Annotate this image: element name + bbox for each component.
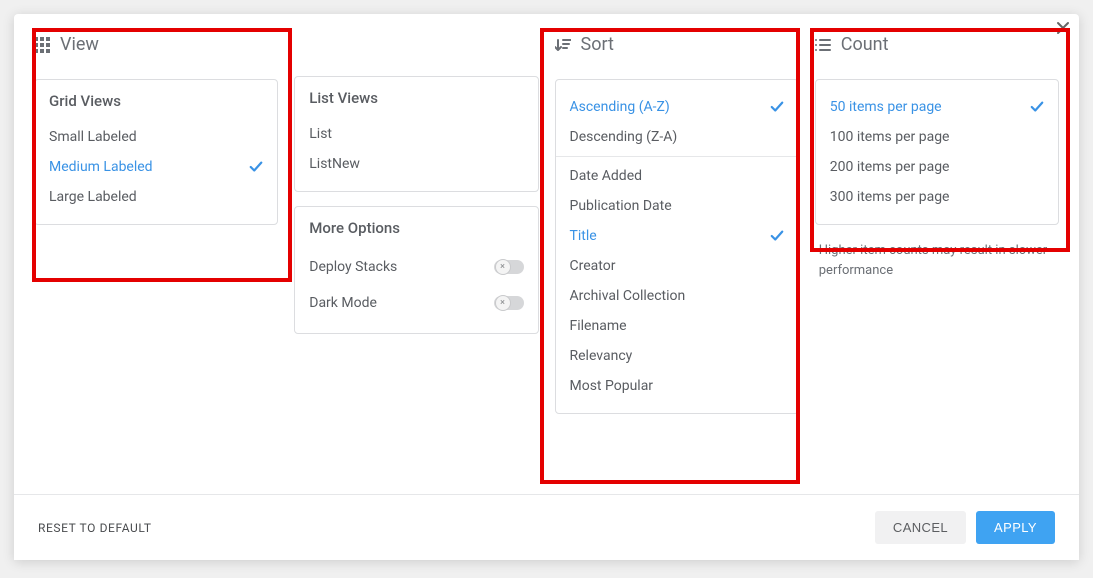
count-option[interactable]: 50 items per page — [830, 92, 1044, 122]
sort-field-option[interactable]: Title — [570, 221, 784, 251]
count-option[interactable]: 300 items per page — [830, 182, 1044, 212]
sort-field-label: Archival Collection — [570, 288, 686, 304]
toggle-label: Deploy Stacks — [309, 259, 397, 275]
cancel-button[interactable]: CANCEL — [875, 511, 966, 544]
sort-field-label: Creator — [570, 258, 616, 274]
more-options-panel: More Options Deploy Stacks Dark Mode — [294, 206, 538, 334]
modal-footer: RESET TO DEFAULT CANCEL APPLY — [14, 494, 1079, 560]
sort-field-option[interactable]: Archival Collection — [570, 281, 784, 311]
check-icon — [249, 160, 263, 174]
toggle-switch[interactable] — [494, 296, 524, 310]
list-views-heading: List Views — [309, 89, 523, 107]
sort-field-option[interactable]: Date Added — [570, 161, 784, 191]
close-icon[interactable] — [1055, 20, 1071, 36]
list-view-option[interactable]: List — [309, 119, 523, 149]
list-view-label: List — [309, 126, 332, 142]
count-title: Count — [841, 34, 889, 55]
list-view-label: ListNew — [309, 156, 360, 172]
count-option[interactable]: 200 items per page — [830, 152, 1044, 182]
sort-field-option[interactable]: Publication Date — [570, 191, 784, 221]
sort-field-option[interactable]: Most Popular — [570, 371, 784, 401]
list-view-option[interactable]: ListNew — [309, 149, 523, 179]
sort-field-option[interactable]: Filename — [570, 311, 784, 341]
count-panel: 50 items per page 100 items per page 200 i… — [815, 79, 1059, 225]
grid-views-panel: Grid Views Small Labeled Medium Labeled La… — [34, 79, 278, 225]
count-column: Count 50 items per page 100 items per pag… — [815, 34, 1059, 428]
sort-direction-label: Descending (Z-A) — [570, 129, 678, 145]
sort-panel: Ascending (A-Z) Descending (Z-A) Date Add… — [555, 79, 799, 414]
count-header: Count — [815, 34, 1059, 55]
count-option[interactable]: 100 items per page — [830, 122, 1044, 152]
sort-direction-label: Ascending (A-Z) — [570, 99, 670, 115]
count-label: 50 items per page — [830, 99, 942, 115]
grid-view-label: Small Labeled — [49, 129, 137, 145]
count-hint: Higher item counts may result in slower … — [815, 239, 1059, 282]
view-column-left: View Grid Views Small Labeled Medium Labe… — [34, 34, 278, 428]
sort-icon — [555, 37, 571, 53]
grid-view-option[interactable]: Small Labeled — [49, 122, 263, 152]
count-label: 300 items per page — [830, 189, 950, 205]
reset-button[interactable]: RESET TO DEFAULT — [38, 521, 152, 535]
count-label: 100 items per page — [830, 129, 950, 145]
list-views-panel: List Views List ListNew — [294, 76, 538, 192]
more-options-heading: More Options — [309, 219, 523, 237]
sort-field-label: Filename — [570, 318, 627, 334]
grid-view-label: Large Labeled — [49, 189, 137, 205]
sort-direction-option[interactable]: Descending (Z-A) — [570, 122, 784, 152]
sort-field-label: Relevancy — [570, 348, 633, 364]
list-icon — [815, 37, 831, 53]
toggle-label: Dark Mode — [309, 295, 377, 311]
sort-field-label: Title — [570, 228, 597, 244]
view-title: View — [60, 34, 99, 55]
toggle-row: Deploy Stacks — [309, 249, 523, 285]
sort-field-label: Date Added — [570, 168, 643, 184]
grid-icon — [34, 37, 50, 53]
sort-field-label: Most Popular — [570, 378, 654, 394]
sort-direction-option[interactable]: Ascending (A-Z) — [570, 92, 784, 122]
grid-view-label: Medium Labeled — [49, 159, 153, 175]
sort-field-option[interactable]: Creator — [570, 251, 784, 281]
grid-view-option[interactable]: Medium Labeled — [49, 152, 263, 182]
toggle-switch[interactable] — [494, 260, 524, 274]
sort-column: Sort Ascending (A-Z) Descending (Z-A) Dat… — [555, 34, 799, 428]
check-icon — [1030, 100, 1044, 114]
apply-button[interactable]: APPLY — [976, 511, 1055, 544]
view-column-right: List Views List ListNew More Options Depl… — [294, 34, 538, 428]
grid-views-heading: Grid Views — [49, 92, 263, 110]
sort-title: Sort — [581, 34, 614, 55]
check-icon — [770, 229, 784, 243]
toggle-row: Dark Mode — [309, 285, 523, 321]
sort-field-label: Publication Date — [570, 198, 672, 214]
count-label: 200 items per page — [830, 159, 950, 175]
sort-header: Sort — [555, 34, 799, 55]
view-header: View — [34, 34, 278, 55]
sort-field-option[interactable]: Relevancy — [570, 341, 784, 371]
divider — [556, 156, 798, 157]
check-icon — [770, 100, 784, 114]
settings-modal: View Grid Views Small Labeled Medium Labe… — [14, 14, 1079, 560]
grid-view-option[interactable]: Large Labeled — [49, 182, 263, 212]
